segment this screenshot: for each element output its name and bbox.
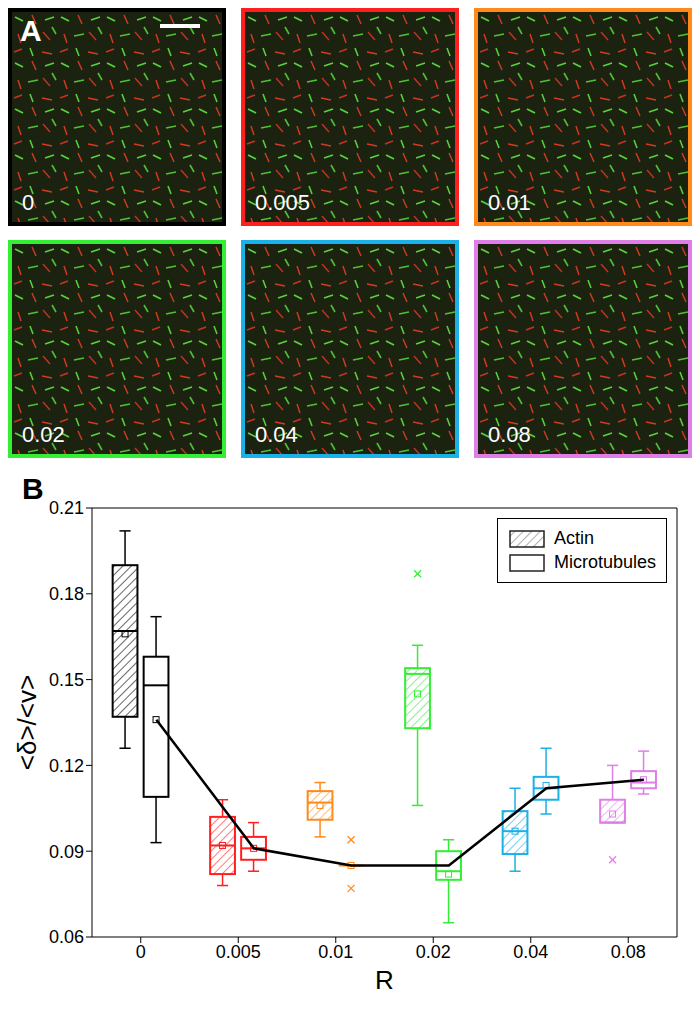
svg-text:<δ>/<v>: <δ>/<v> [12, 675, 42, 770]
svg-text:R: R [375, 965, 394, 995]
svg-text:0.15: 0.15 [49, 670, 84, 690]
svg-text:0.21: 0.21 [49, 498, 84, 518]
html-text:0.005: 0.005 [255, 190, 311, 215]
html-text:Microtubules: Microtubules [554, 552, 656, 572]
svg-text:0.18: 0.18 [49, 584, 84, 604]
html-text:0.02: 0.02 [22, 422, 65, 447]
html-text:0: 0 [22, 190, 35, 215]
svg-text:0.005: 0.005 [216, 942, 261, 962]
html-text:0.08: 0.08 [488, 422, 531, 447]
svg-text:0.08: 0.08 [611, 942, 646, 962]
html-text:Actin: Actin [554, 528, 594, 548]
html-text:A: A [20, 14, 42, 47]
svg-text:0.06: 0.06 [49, 927, 84, 947]
svg-text:0.09: 0.09 [49, 842, 84, 862]
svg-text:0.01: 0.01 [318, 942, 353, 962]
svg-text:0.02: 0.02 [416, 942, 451, 962]
html-text:0.04: 0.04 [255, 422, 298, 447]
svg-text:0: 0 [136, 942, 146, 962]
html-text:B: B [22, 472, 44, 505]
html-text:0.01: 0.01 [488, 190, 531, 215]
svg-text:0.12: 0.12 [49, 756, 84, 776]
svg-text:0.04: 0.04 [513, 942, 548, 962]
